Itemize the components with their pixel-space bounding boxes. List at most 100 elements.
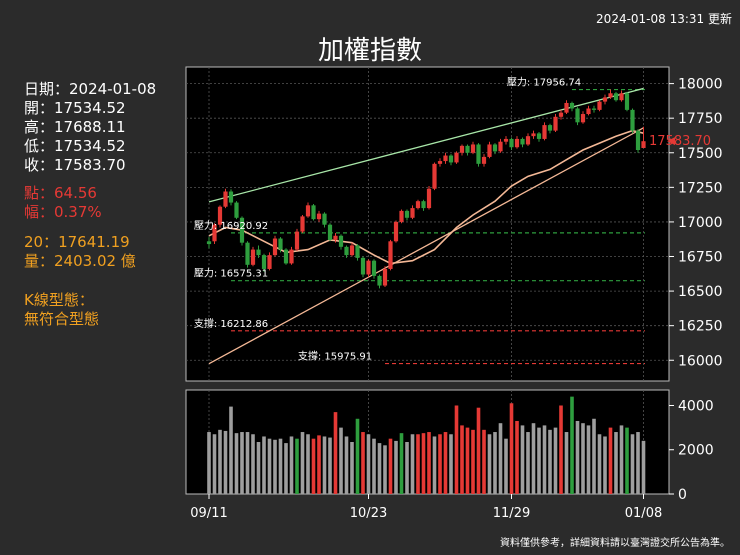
candle-body (454, 152, 459, 163)
candle-body (261, 255, 267, 269)
volume-panel: 0 2000 4000 (185, 389, 714, 503)
candle-body (503, 138, 509, 142)
price-plot-area (185, 66, 670, 382)
volume-bar (311, 438, 316, 494)
candle-body (525, 136, 531, 145)
candle-body (217, 206, 223, 225)
candle-body (278, 238, 283, 250)
candle-body (239, 217, 245, 243)
candle-body (322, 213, 327, 225)
price-tick-label: 17250 (678, 180, 723, 196)
volume-bar (240, 432, 244, 494)
volume-bar (372, 438, 376, 494)
info-low: 低：17534.52 (24, 137, 126, 155)
volume-bar (432, 436, 437, 494)
candle-body (206, 241, 212, 245)
candle-body (410, 208, 415, 218)
volume-bar (630, 434, 635, 494)
candle-body (223, 191, 228, 207)
candle-body (509, 138, 514, 148)
candle-body (608, 93, 613, 98)
candle-body (437, 161, 443, 164)
x-tick-label: 01/08 (625, 506, 662, 521)
volume-bar (317, 435, 321, 494)
volume-bar (267, 438, 272, 494)
candle-body (630, 109, 635, 131)
volume-bar (515, 420, 519, 494)
candle-body (602, 97, 608, 102)
level-label: 支撐: 15975.91 (298, 350, 372, 363)
candle-body (591, 108, 597, 110)
volume-bar (564, 432, 569, 494)
volume-bar (493, 432, 497, 494)
candle-body (481, 156, 487, 164)
volume-bar (234, 433, 239, 494)
candle-body (575, 108, 580, 123)
volume-bar (559, 405, 563, 494)
candle-body (294, 231, 300, 250)
volume-bar (537, 427, 541, 494)
candle-body (520, 138, 525, 145)
candle-body (635, 130, 641, 150)
candle-body (316, 213, 322, 220)
volume-tick-label: 2000 (678, 443, 714, 459)
volume-bar (482, 429, 486, 494)
volume-bar (207, 432, 211, 494)
candle-body (536, 133, 542, 139)
candle-body (327, 224, 333, 240)
ma-volume-panel: 20：17641.19 量：2403.02 億 (24, 233, 136, 271)
volume-bar (449, 434, 453, 494)
candle-body (443, 155, 448, 162)
volume-bar (223, 430, 228, 494)
candle-body (212, 224, 217, 242)
volume-bar (542, 425, 547, 494)
candle-body (542, 125, 547, 139)
price-tick-label: 17500 (678, 146, 723, 162)
volume-bar (394, 440, 398, 494)
volume-bar (388, 438, 393, 494)
volume-bar (306, 434, 310, 494)
candle-body (580, 114, 586, 123)
candle-body (333, 235, 338, 240)
candle-body (382, 268, 388, 286)
volume-bar (328, 437, 332, 494)
volume-tick-label: 0 (678, 487, 687, 503)
candle-body (492, 144, 498, 152)
ohlc-info-panel: 日期：2024-01-08 開：17534.52 高：17688.11 低：17… (24, 80, 156, 175)
volume-bar (366, 434, 371, 494)
info-ma20: 20：17641.19 (24, 233, 130, 251)
volume-bar (581, 423, 585, 494)
volume-bar (333, 412, 338, 494)
volume-bar (471, 429, 475, 494)
candle-body (586, 108, 591, 115)
volume-bar (256, 442, 261, 494)
candle-body (448, 155, 454, 163)
price-tick-label: 16250 (678, 319, 723, 335)
volume-bar (344, 436, 349, 494)
candle-body (476, 144, 481, 164)
volume-bar (597, 434, 602, 494)
price-panel: 16000 16250 16500 16750 17000 17250 17500 17750… (185, 66, 723, 382)
volume-bar (548, 429, 552, 494)
volume-bar (570, 396, 574, 494)
info-pattern-label: K線型態： (24, 291, 94, 309)
x-tick-label: 11/29 (493, 506, 530, 521)
volume-bar (355, 418, 360, 494)
support-trend-line (208, 127, 644, 365)
volume-bar (399, 433, 404, 494)
volume-bar (636, 432, 640, 494)
volume-bar (377, 443, 382, 494)
chart-title: 加權指數 (317, 36, 422, 66)
x-tick-label: 10/23 (350, 506, 387, 521)
candle-body (228, 191, 234, 203)
volume-bar (603, 436, 607, 494)
candle-body (514, 138, 520, 148)
candle-body (355, 245, 360, 258)
candle-body (272, 238, 278, 256)
candle-body (564, 102, 569, 113)
level-label: 壓力: 16575.31 (194, 267, 268, 280)
candle-body (641, 141, 646, 148)
candle-body (371, 260, 377, 276)
candle-body (421, 201, 426, 209)
volume-bar (520, 425, 525, 494)
